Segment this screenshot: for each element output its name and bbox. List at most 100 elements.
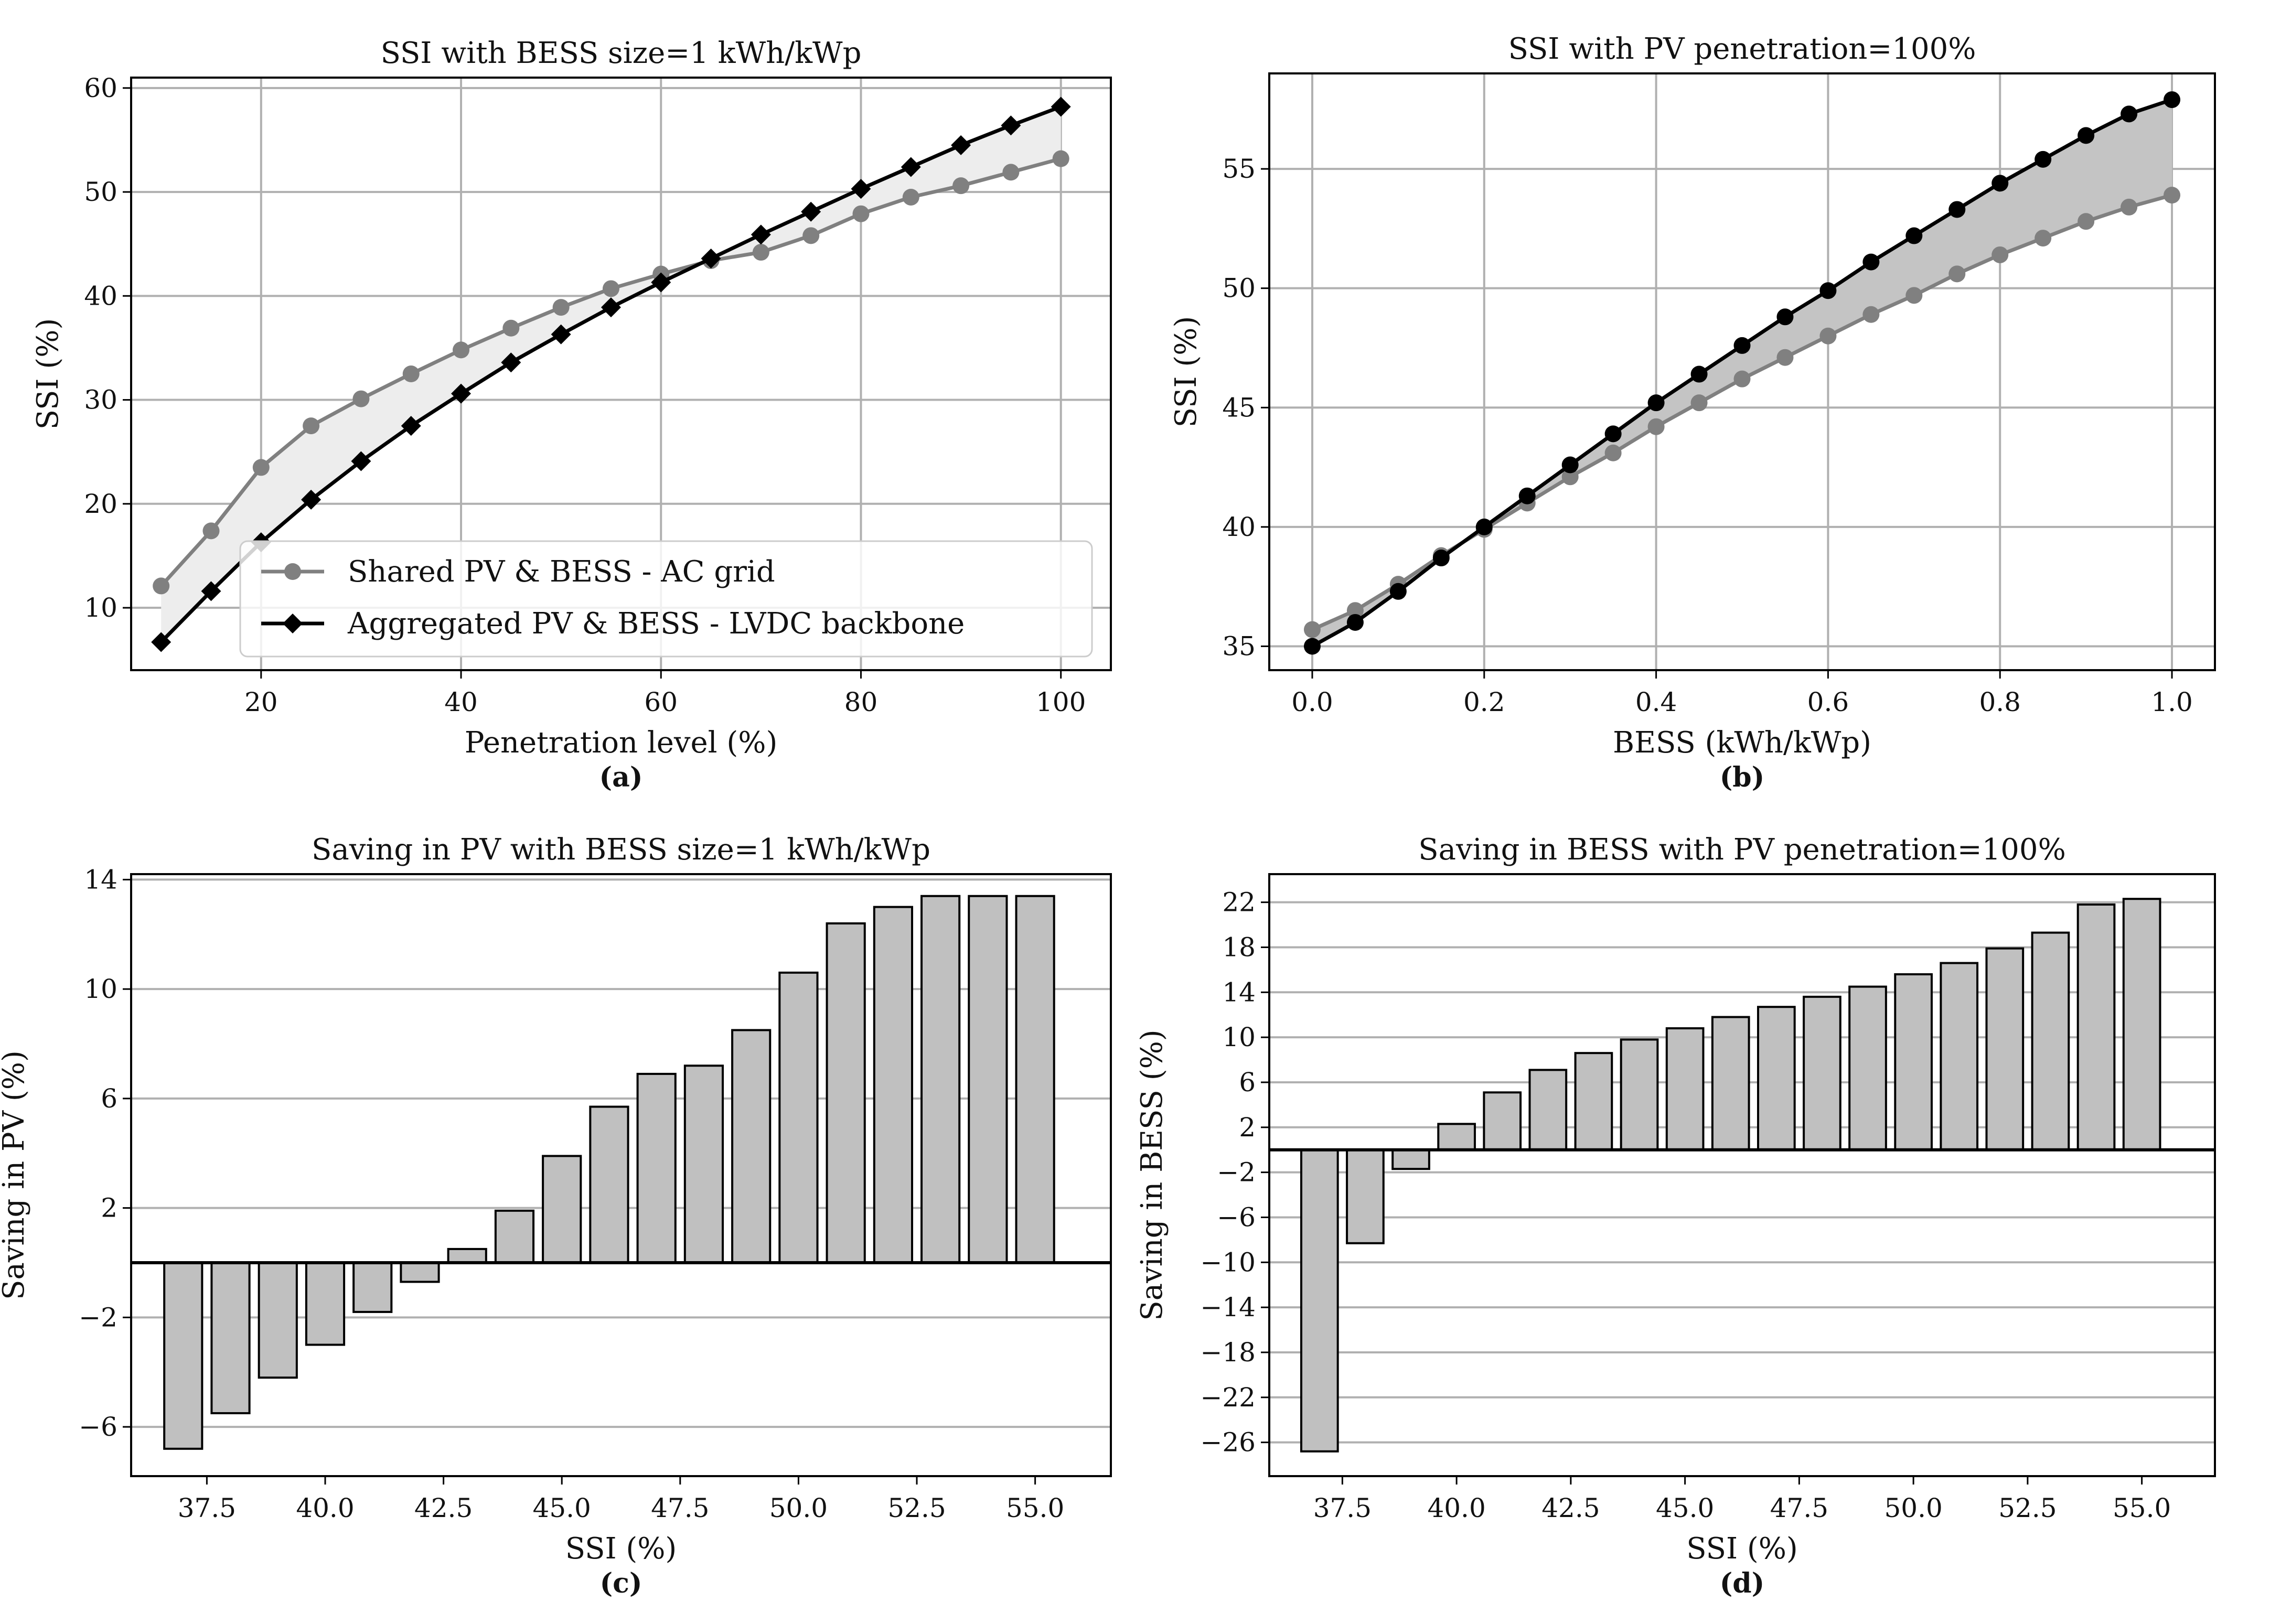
data-point-diamond [951, 135, 971, 155]
y-tick-label: 2 [1239, 1112, 1256, 1143]
bar [1437, 1123, 1476, 1151]
bar [1300, 1148, 1339, 1453]
y-tick-label: 22 [1222, 887, 1256, 918]
chart-title: SSI with PV penetration=100% [1508, 32, 1976, 66]
series-shared-pv-bess-ac-grid [153, 150, 1069, 595]
bar [920, 895, 961, 1264]
fill-between-area [161, 106, 1061, 642]
data-point-circle [1905, 287, 1923, 304]
x-tick-label: 52.5 [887, 1493, 946, 1523]
y-tick-label: 6 [1239, 1067, 1256, 1098]
bar [542, 1155, 582, 1264]
panel-label: (c) [600, 1567, 643, 1599]
bar [778, 971, 819, 1264]
bar [258, 1261, 298, 1379]
x-tick-label: 50.0 [769, 1493, 828, 1523]
data-point-circle [303, 417, 320, 435]
y-tick-label: 10 [84, 593, 117, 623]
bar [305, 1261, 346, 1346]
bar [873, 906, 913, 1264]
data-point-circle [1303, 621, 1321, 638]
y-tick-label: 40 [1222, 512, 1256, 542]
data-point-circle [1346, 614, 1364, 631]
x-tick-label: 40 [444, 687, 478, 717]
x-tick-label: 20 [244, 687, 278, 717]
x-tick-label: 1.0 [2151, 687, 2193, 717]
y-tick-label: −10 [1200, 1247, 1256, 1277]
bar [1528, 1069, 1568, 1151]
data-point-circle [1776, 308, 1794, 326]
bar [1848, 985, 1887, 1151]
data-point-diamond [901, 157, 921, 177]
y-tick-label: 50 [1222, 273, 1256, 304]
bar [1574, 1052, 1613, 1151]
x-tick-label: 40.0 [296, 1493, 354, 1523]
panel-c-saving-in-pv: −6 −2 2 6 10 14 37.5 40.0 42.5 45.0 47.5 50.0 52.5 55… [0, 833, 1112, 1599]
x-tick-label: 100 [1036, 687, 1086, 717]
axes-frame [130, 873, 1112, 1477]
data-point-diamond [601, 297, 621, 318]
data-point-circle [202, 522, 220, 540]
x-tick-label: 55.0 [2113, 1493, 2171, 1523]
y-tick-label: 60 [84, 73, 117, 103]
x-tick-label: 52.5 [1998, 1493, 2057, 1523]
data-point-circle [1690, 365, 1708, 383]
data-point-circle [1776, 349, 1794, 366]
legend-entry: Shared PV & BESS - AC grid [348, 555, 775, 589]
data-point-circle [1690, 394, 1708, 412]
data-point-diamond [301, 489, 322, 510]
panel-b-ssi-vs-bess: 35 40 45 50 55 0.0 0.2 0.4 0.6 0.8 1.0 SSI with PV … [1169, 32, 2216, 793]
chart-title: Saving in BESS with PV penetration=100% [1418, 833, 2066, 867]
panel-a-ssi-vs-penetration: 10 20 30 40 50 60 20 40 60 80 100 SSI with BESS siz… [31, 36, 1112, 793]
panel-label: (a) [599, 761, 643, 793]
y-axis-label: Saving in PV (%) [0, 1050, 31, 1300]
x-tick-label: 42.5 [414, 1493, 473, 1523]
x-tick-label: 80 [844, 687, 878, 717]
data-point-circle [1561, 468, 1579, 486]
x-tick-label: 45.0 [533, 1493, 591, 1523]
axes-frame [1268, 72, 2216, 671]
data-point-circle [2121, 198, 2138, 216]
data-point-diamond [801, 201, 821, 222]
x-tick-label: 0.4 [1635, 687, 1677, 717]
y-tick-label: 14 [1222, 977, 1256, 1007]
y-tick-label: −6 [1217, 1202, 1256, 1232]
bars [1300, 898, 2161, 1453]
chart-title: Saving in PV with BESS size=1 kWh/kWp [312, 833, 930, 867]
data-point-circle [1647, 394, 1665, 412]
bar [1803, 995, 1841, 1151]
bar [589, 1105, 629, 1264]
chart-title: SSI with BESS size=1 kWh/kWp [381, 36, 862, 70]
data-point-circle [2121, 105, 2138, 123]
data-point-circle [1948, 265, 1966, 283]
data-point-circle [1561, 456, 1579, 474]
data-point-circle [1002, 164, 1020, 181]
data-point-circle [2035, 150, 2052, 168]
data-point-circle [352, 390, 370, 407]
data-point-circle [2035, 230, 2052, 247]
bar [2031, 931, 2070, 1151]
data-point-diamond [1001, 115, 1021, 136]
bar [447, 1247, 487, 1264]
y-axis-label: SSI (%) [31, 318, 65, 430]
y-tick-label: −22 [1200, 1382, 1256, 1413]
x-axis-label: SSI (%) [1686, 1532, 1798, 1566]
data-point-circle [1991, 175, 2009, 192]
data-point-diamond [501, 352, 521, 373]
data-point-circle [2164, 91, 2181, 109]
bar [1711, 1016, 1750, 1151]
data-point-circle [1819, 327, 1837, 345]
x-axis-label: BESS (kWh/kWp) [1613, 726, 1871, 760]
bar [1015, 895, 1055, 1264]
bar [1346, 1148, 1385, 1244]
data-point-circle [402, 365, 420, 382]
panel-label: (d) [1720, 1567, 1765, 1599]
data-point-circle [752, 244, 769, 261]
data-point-circle [1389, 583, 1407, 600]
bar [494, 1209, 535, 1264]
bar [1391, 1148, 1430, 1170]
y-tick-label: 10 [84, 974, 117, 1004]
bar [1665, 1027, 1705, 1151]
x-tick-label: 42.5 [1541, 1493, 1600, 1523]
legend: Shared PV & BESS - AC grid Aggregated PV … [239, 540, 1093, 658]
